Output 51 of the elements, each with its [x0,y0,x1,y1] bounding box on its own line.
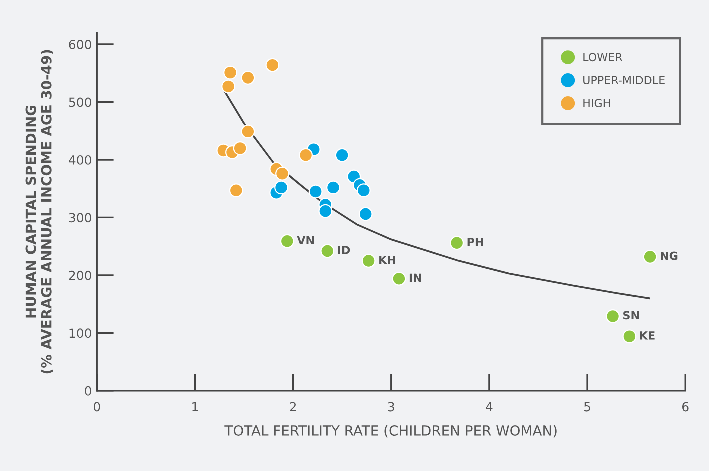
point [222,80,236,94]
x-axis-title: TOTAL FERTILITY RATE (CHILDREN PER WOMAN) [224,425,557,438]
point [320,244,335,258]
point [622,330,637,344]
annotation: ID [338,246,350,254]
annotation: SN [624,311,640,320]
x-tick-label: 6 [682,402,689,412]
legend-label: UPPER-MIDDLE [584,76,665,85]
point [229,184,244,198]
point [362,254,376,268]
annotation: KH [380,256,396,264]
x-tick-label: 2 [290,402,296,412]
point [606,309,620,324]
point [356,184,371,198]
point [392,272,406,286]
point [299,148,313,162]
x-tick-label: 3 [388,402,394,412]
x-tick-label: 4 [486,402,493,412]
legend-label: HIGH [584,99,610,108]
y-tick-label: 500 [69,98,92,108]
point [318,204,333,218]
x-tick-label: 5 [584,402,590,412]
point [326,180,340,195]
point [450,236,464,250]
y-tick-label: 100 [70,328,92,338]
point [233,141,248,156]
x-tick-label: 0 [94,402,100,412]
annotation: KE [640,332,655,340]
point [241,124,256,139]
point [280,234,294,248]
point [358,207,373,222]
y-tick-label: 200 [69,270,92,280]
y-tick-label: 300 [69,213,92,223]
point [266,58,280,72]
annotation: PH [468,238,484,246]
annotation: IN [410,274,422,282]
point [274,180,288,195]
y-tick-label: 400 [69,155,92,165]
annotation: VN [297,236,314,244]
point [241,71,256,85]
annotation: NG [661,252,678,260]
y-tick-label: 0 [85,386,92,396]
point [276,166,290,181]
point [308,184,323,199]
legend-label: LOWER [584,53,623,62]
y-tick-label: 600 [69,40,92,50]
point [224,66,238,80]
point [335,148,350,162]
x-tick-label: 1 [192,402,198,412]
point [643,250,658,264]
y-axis-title: HUMAN CAPITAL SPENDING (% AVERAGE ANNUAL INCOME AGE 30-49) [26,50,54,374]
